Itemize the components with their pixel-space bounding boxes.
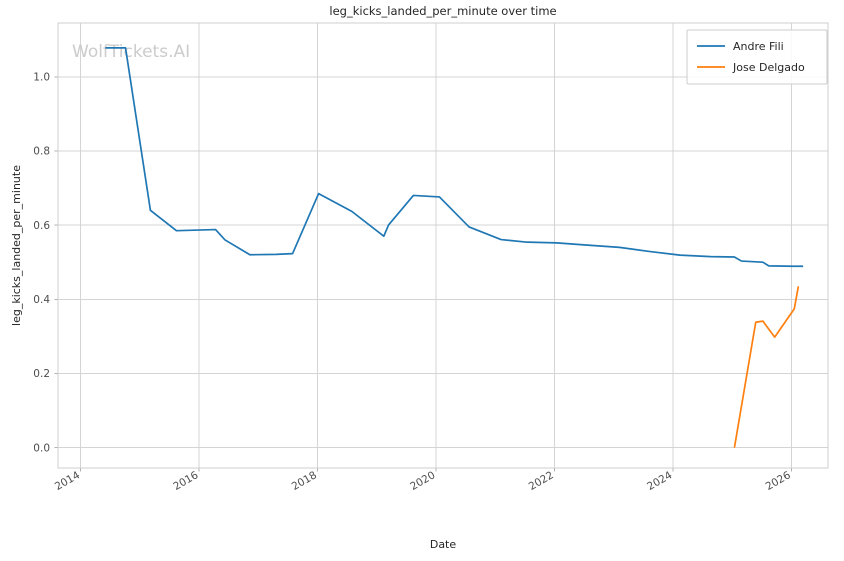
watermark-label: WolfTickets.AI	[72, 42, 190, 62]
plot-border	[57, 22, 829, 469]
legend-label-1: Jose Delgado	[732, 61, 805, 74]
y-tick-label: 0.8	[33, 146, 50, 158]
y-tick-label: 0.6	[33, 220, 50, 232]
chart-legend: Andre Fili Jose Delgado	[686, 29, 828, 85]
legend-label-0: Andre Fili	[733, 40, 784, 53]
axis-tickmarks	[54, 76, 792, 472]
y-tick-label: 0.0	[33, 442, 50, 454]
y-axis-label: leg_kicks_landed_per_minute	[10, 165, 23, 326]
data-series-group	[105, 47, 804, 448]
series-line-1	[733, 286, 800, 448]
series-line-0	[105, 47, 804, 268]
legend-box	[686, 29, 828, 85]
y-tick-label: 0.4	[33, 294, 50, 306]
chart-title: leg_kicks_landed_per_minute over time	[329, 4, 556, 18]
x-axis-label: Date	[430, 538, 457, 551]
gridlines	[58, 23, 828, 468]
y-tick-labels: 0.0 0.2 0.4 0.6 0.8 1.0	[33, 72, 50, 455]
y-tick-label: 0.2	[33, 368, 50, 380]
y-tick-label: 1.0	[33, 72, 50, 84]
